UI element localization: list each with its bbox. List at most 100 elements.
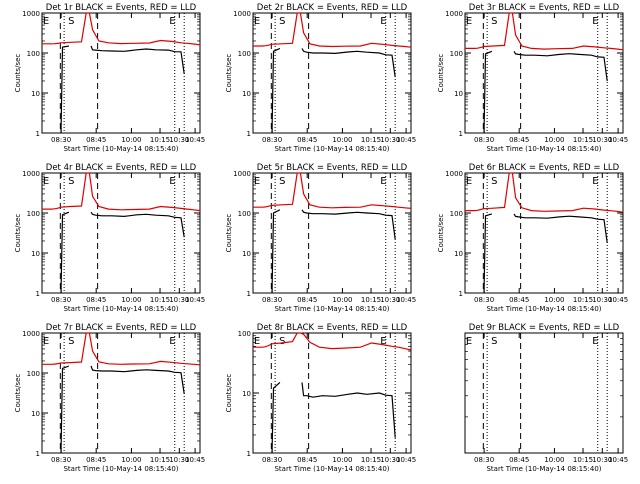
chart-title: Det 4r BLACK = Events, RED = LLD	[46, 163, 197, 173]
x-tick-label: 10:00	[332, 296, 352, 304]
x-tick-label: 10:30	[169, 136, 189, 144]
lld-series-line	[465, 12, 624, 51]
events-series-line	[271, 381, 396, 454]
chart-title: Det 3r BLACK = Events, RED = LLD	[469, 3, 620, 13]
event-marker-label: E	[254, 16, 260, 27]
x-tick-label: 08:30	[262, 136, 282, 144]
event-marker-label: E	[43, 336, 49, 347]
x-axis-label: Start Time (10-May-14 08:15:40)	[274, 465, 389, 473]
x-tick-label: 10:00	[121, 136, 141, 144]
x-axis-label: Start Time (10-May-14 08:15:40)	[486, 305, 601, 313]
event-marker-label: E	[466, 16, 472, 27]
x-tick-label: 10:45	[185, 296, 205, 304]
chart-panel-8r: Det 8r BLACK = Events, RED = LLD 1 10 100 08…	[225, 323, 416, 473]
x-tick-label: 08:45	[86, 456, 106, 464]
event-marker-label: E	[466, 176, 472, 187]
plot-frame	[41, 332, 201, 454]
chart-panel-9r: Det 9r BLACK = Events, RED = LLD 08:30 08:…	[464, 323, 628, 473]
x-tick-label: 08:30	[51, 136, 71, 144]
event-marker-label: E	[592, 336, 598, 347]
x-tick-label: 10:00	[121, 456, 141, 464]
x-tick-label: 08:45	[297, 296, 317, 304]
y-tick-label: 1000	[445, 10, 463, 18]
x-tick-label: 10:00	[544, 456, 564, 464]
x-tick-label: 10:00	[544, 296, 564, 304]
x-tick-label: 10:15	[361, 456, 381, 464]
x-axis-label: Start Time (10-May-14 08:15:40)	[486, 465, 601, 473]
x-tick-label: 10:15	[573, 136, 593, 144]
chart-title: Det 5r BLACK = Events, RED = LLD	[257, 163, 408, 173]
lld-series-line	[253, 172, 412, 209]
event-marker-label: E	[169, 176, 175, 187]
y-tick-label: 100	[238, 330, 251, 338]
event-marker-label: S	[68, 336, 74, 347]
plot-frame	[41, 172, 201, 294]
plot-frame	[464, 12, 624, 134]
event-marker-label: E	[254, 176, 260, 187]
y-tick-label: 1000	[22, 330, 40, 338]
x-tick-label: 10:30	[380, 296, 400, 304]
x-tick-label: 08:30	[262, 296, 282, 304]
y-tick-label: 1000	[22, 10, 40, 18]
events-series-line	[60, 45, 185, 134]
event-marker-label: E	[43, 16, 49, 27]
y-axis-label: Counts/sec	[225, 54, 233, 93]
x-axis-label: Start Time (10-May-14 08:15:40)	[274, 145, 389, 153]
chart-panel-3r: Det 3r BLACK = Events, RED = LLD 1 10 100 10…	[437, 3, 628, 153]
y-tick-label: 1	[36, 450, 40, 458]
plot-frame	[464, 172, 624, 294]
x-tick-label: 10:45	[185, 136, 205, 144]
y-tick-label: 100	[450, 50, 463, 58]
event-marker-label: S	[279, 16, 285, 27]
x-tick-label: 10:45	[608, 456, 628, 464]
y-tick-label: 1	[459, 290, 463, 298]
x-tick-label: 08:30	[474, 296, 494, 304]
y-tick-label: 10	[31, 250, 40, 258]
event-marker-label: S	[279, 176, 285, 187]
x-tick-label: 10:30	[380, 456, 400, 464]
x-tick-label: 10:15	[361, 136, 381, 144]
event-marker-label: E	[380, 336, 386, 347]
plot-frame	[252, 332, 412, 454]
y-tick-label: 100	[27, 210, 40, 218]
x-tick-label: 10:15	[573, 296, 593, 304]
events-series-line	[271, 209, 396, 294]
chart-title: Det 6r BLACK = Events, RED = LLD	[469, 163, 620, 173]
event-marker-label: E	[592, 16, 598, 27]
x-tick-label: 10:30	[380, 136, 400, 144]
chart-panel-2r: Det 2r BLACK = Events, RED = LLD 1 10 100 10…	[225, 3, 416, 153]
x-axis-label: Start Time (10-May-14 08:15:40)	[63, 305, 178, 313]
x-tick-label: 10:45	[185, 456, 205, 464]
x-tick-label: 10:15	[150, 296, 170, 304]
y-axis-label: Counts/sec	[225, 374, 233, 413]
x-tick-label: 08:45	[297, 456, 317, 464]
y-tick-label: 10	[454, 250, 463, 258]
y-axis-label: Counts/sec	[437, 54, 445, 93]
event-marker-label: E	[43, 176, 49, 187]
events-series-line	[483, 213, 608, 294]
y-tick-label: 1	[459, 130, 463, 138]
x-tick-label: 10:45	[608, 136, 628, 144]
x-tick-label: 08:30	[51, 456, 71, 464]
lld-series-line	[42, 332, 201, 366]
x-tick-label: 08:30	[474, 136, 494, 144]
chart-title: Det 9r BLACK = Events, RED = LLD	[469, 323, 620, 333]
y-tick-label: 1	[36, 130, 40, 138]
y-tick-label: 1	[36, 290, 40, 298]
event-marker-label: S	[491, 16, 497, 27]
x-tick-label: 08:30	[51, 296, 71, 304]
y-tick-label: 10	[454, 90, 463, 98]
chart-title: Det 8r BLACK = Events, RED = LLD	[257, 323, 408, 333]
x-tick-label: 08:45	[509, 136, 529, 144]
event-marker-label: E	[169, 336, 175, 347]
y-tick-label: 1	[247, 130, 251, 138]
x-tick-label: 10:00	[332, 456, 352, 464]
y-tick-label: 1	[247, 450, 251, 458]
event-marker-label: E	[254, 336, 260, 347]
y-tick-label: 100	[27, 50, 40, 58]
x-tick-label: 10:00	[121, 296, 141, 304]
y-tick-label: 10	[242, 90, 251, 98]
lld-series-line	[42, 172, 201, 212]
y-tick-label: 10	[242, 250, 251, 258]
y-tick-label: 100	[27, 370, 40, 378]
